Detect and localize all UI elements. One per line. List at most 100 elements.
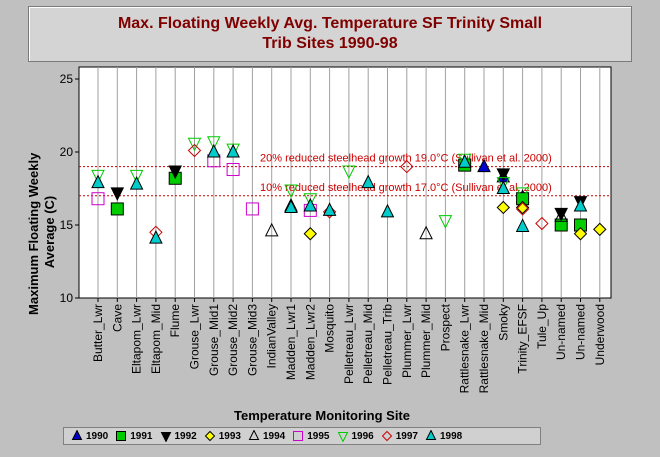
- data-point-1998: [515, 218, 530, 232]
- x-tick-label: Flume: [168, 304, 182, 338]
- x-axis-ticks: Butter_Lwr Cave Eltapom_Lwr Eltapom_Mid Flum…: [91, 298, 607, 393]
- legend-marker-icon: [425, 430, 437, 440]
- data-point-1994: [554, 208, 569, 222]
- y-axis-title-line-1: Maximum Floating Weekly: [26, 152, 41, 315]
- x-tick-label: Eltapom_Mid: [149, 304, 163, 374]
- data-point-1998: [380, 203, 395, 218]
- legend-label: 1998: [440, 430, 463, 442]
- legend-marker-icon: [293, 431, 304, 441]
- x-tick-label: Plummer_Lwr: [400, 304, 414, 378]
- data-point-1998: [91, 174, 105, 189]
- legend-marker-icon: [116, 431, 127, 441]
- data-point-1992: [168, 165, 183, 180]
- legend-marker: [293, 431, 304, 441]
- data-point-1996: [206, 136, 221, 150]
- data-point-1997: [187, 143, 202, 158]
- legend-marker-icon: [71, 430, 83, 440]
- legend-label: 1994: [263, 430, 286, 442]
- legend-item: 1990: [71, 430, 108, 442]
- chart-title: Max. Floating Weekly Avg. Temperature SF…: [29, 14, 631, 54]
- y-tick-label: 15: [60, 218, 74, 232]
- legend-label: 1991: [130, 430, 153, 442]
- data-point-1993: [515, 200, 530, 215]
- data-point-1995: [245, 202, 259, 216]
- data-point-1993: [593, 222, 607, 237]
- data-point-1998: [284, 199, 298, 213]
- y-axis-ticks: 10 15 20 25: [60, 72, 79, 305]
- legend-marker-icon: [381, 430, 392, 442]
- x-tick-label: Mosquito: [323, 304, 337, 353]
- x-tick-label: Plummer_Mid: [419, 304, 433, 378]
- x-tick-label: IndianValley: [265, 304, 279, 369]
- data-point-1998: [129, 176, 144, 190]
- data-point-1998: [496, 180, 511, 194]
- legend-label: 1995: [307, 430, 330, 442]
- legend-item: 1991: [115, 430, 153, 442]
- reference-line-label: 20% reduced steelhead growth 19.0°C (Sul…: [260, 153, 552, 165]
- data-point-1995: [91, 192, 105, 206]
- y-axis-title: Maximum Floating Weekly Average (C): [26, 149, 57, 315]
- data-point-1990: [477, 158, 491, 173]
- legend-item: 1995: [292, 430, 330, 442]
- x-tick-label: Pelletreau_Trib: [381, 304, 395, 385]
- data-point-1998: [149, 230, 163, 244]
- reference-lines: 20% reduced steelhead growth 19.0°C (Sul…: [79, 153, 611, 197]
- data-point-1996: [91, 169, 105, 184]
- x-tick-label: Grouse_Mid2: [226, 304, 240, 376]
- x-tick-label: Pelletreau_Mid: [361, 304, 375, 384]
- y-tick-label: 10: [60, 291, 74, 305]
- legend-marker: [337, 432, 348, 442]
- legend-item: 1996: [337, 430, 374, 442]
- legend-item: 1993: [204, 430, 241, 442]
- legend-marker: [381, 430, 392, 442]
- data-point-1998: [573, 197, 588, 212]
- data-point-1998: [206, 143, 221, 158]
- legend-label: 1992: [174, 430, 197, 442]
- legend-item: 1998: [425, 430, 462, 442]
- x-tick-label: Madden_Lwr1: [284, 304, 298, 380]
- data-point-1996: [496, 177, 511, 191]
- data-point-1994: [264, 222, 279, 237]
- data-point-1993: [303, 227, 318, 241]
- legend-marker-icon: [337, 432, 348, 442]
- legend-marker-icon: [204, 430, 215, 442]
- x-axis-title: Temperature Monitoring Site: [234, 408, 410, 423]
- x-tick-label: Butter_Lwr: [91, 304, 105, 362]
- data-point-1997: [515, 202, 530, 216]
- data-point-1996: [515, 187, 530, 201]
- reference-line-label: 10% reduced steelhead growth 17.0°C (Sul…: [260, 182, 552, 194]
- data-points: [91, 136, 607, 244]
- legend-label: 1997: [395, 430, 418, 442]
- data-point-1996: [284, 184, 298, 199]
- data-point-1991: [110, 202, 124, 216]
- data-point-1996: [303, 193, 318, 207]
- legend: 1990 1991 1992 1993 1994 1995 1996 1997 1998: [63, 427, 541, 445]
- x-tick-label: Smoky: [496, 304, 510, 341]
- data-point-1998: [226, 143, 240, 158]
- legend-marker: [248, 430, 260, 440]
- y-axis-title-line-2: Average (C): [42, 196, 57, 268]
- data-point-1998: [322, 202, 337, 216]
- legend-marker-icon: [160, 432, 171, 442]
- x-tick-label: Madden_Lwr2: [303, 304, 317, 380]
- legend-marker: [160, 432, 171, 442]
- x-tick-label: Underwood: [593, 304, 607, 365]
- data-point-1998: [303, 197, 318, 212]
- legend-item: 1994: [248, 430, 285, 442]
- x-tick-label: Rattlesnake_Lwr: [458, 304, 472, 393]
- data-point-1996: [438, 215, 453, 229]
- data-point-1996: [129, 169, 144, 184]
- legend-marker: [71, 430, 83, 440]
- legend-label: 1990: [86, 430, 109, 442]
- data-point-1992: [496, 168, 511, 183]
- data-point-1996: [342, 165, 356, 180]
- data-point-1998: [457, 154, 472, 168]
- legend-marker-icon: [248, 430, 260, 440]
- legend-marker: [204, 430, 215, 442]
- data-point-1997: [400, 159, 414, 174]
- legend-label: 1996: [351, 430, 374, 442]
- chart-title-line-1: Max. Floating Weekly Avg. Temperature SF…: [117, 15, 543, 32]
- x-tick-label: Prospect: [438, 303, 452, 351]
- data-point-1998: [361, 174, 376, 189]
